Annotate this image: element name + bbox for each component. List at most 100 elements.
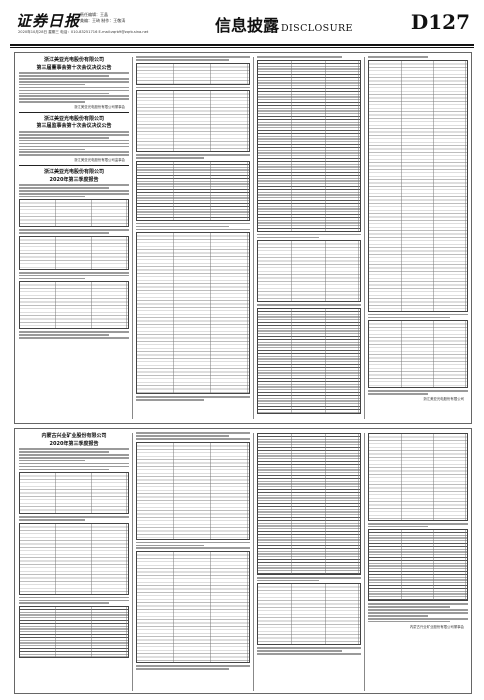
text-line: [19, 145, 129, 148]
article-footer: 浙江美亚光电股份有限公司监事会: [74, 158, 125, 163]
top-announcement-block: 浙江美亚光电股份有限公司 第三届董事会第十次会议决议公告 浙江美亚光电股份有限公…: [14, 52, 472, 424]
column-divider: [253, 57, 254, 419]
text-line: [19, 187, 110, 189]
text-line: [136, 59, 230, 61]
bottom-announcement-block: 内蒙古兴业矿业股份有限公司 2020年第三季度报告 内蒙古兴业矿业股份有限公司董…: [14, 428, 472, 694]
text-line: [19, 151, 129, 154]
editor-info: 责任编辑：王晶 美编：王琦 制作：王敬涛: [80, 12, 125, 24]
text-line: [368, 617, 468, 620]
data-table: [368, 320, 468, 389]
text-line: [136, 86, 250, 89]
column-divider: [253, 433, 254, 691]
column-3: [257, 431, 361, 691]
text-line: [368, 620, 450, 623]
article-title: 第三届监事会第十次会议决议公告: [36, 123, 112, 130]
text-line: [257, 236, 320, 239]
newspaper-logo: 证券日报: [16, 12, 81, 30]
column-1: 内蒙古兴业矿业股份有限公司 2020年第三季度报告: [19, 431, 129, 691]
article-title: 第三届董事会第十次会议决议公告: [36, 64, 112, 71]
article-separator: [19, 112, 129, 113]
text-line: [19, 229, 129, 232]
text-line: [19, 148, 85, 151]
data-table: [257, 307, 361, 414]
text-line: [19, 454, 129, 456]
text-line: [19, 80, 129, 83]
text-line: [136, 157, 205, 159]
text-line: [19, 468, 110, 471]
text-line: [19, 337, 129, 339]
text-line: [19, 134, 129, 136]
section-title: 信息披露 DISCLOSURE: [215, 12, 353, 36]
column-4: 内蒙古兴业矿业股份有限公司董事会: [368, 431, 468, 691]
text-line: [19, 75, 110, 77]
text-line: [19, 465, 129, 468]
text-line: [368, 393, 428, 395]
text-line: [19, 142, 129, 145]
text-line: [19, 154, 129, 156]
text-line: [19, 277, 85, 280]
page-number: D127: [410, 10, 470, 34]
text-line: [368, 313, 468, 316]
text-line: [19, 331, 129, 333]
article-title: 2020年第三季度报告: [49, 176, 99, 183]
text-line: [19, 602, 110, 604]
data-table: [19, 605, 129, 658]
article-company: 浙江美亚光电股份有限公司: [43, 169, 104, 175]
text-line: [257, 650, 343, 652]
text-line: [257, 56, 343, 58]
text-line: [19, 516, 129, 518]
data-table: [136, 551, 250, 664]
text-line: [19, 72, 129, 74]
text-line: [136, 438, 250, 440]
text-line: [19, 95, 129, 98]
column-2: [136, 431, 250, 691]
text-line: [19, 92, 110, 95]
text-line: [19, 190, 129, 192]
data-table: [19, 199, 129, 228]
text-line: [19, 451, 110, 453]
section-title-en: DISCLOSURE: [281, 23, 353, 34]
data-table: [368, 529, 468, 602]
text-line: [136, 56, 250, 58]
column-3: [257, 55, 361, 421]
text-line: [368, 525, 428, 528]
text-line: [136, 396, 250, 398]
data-table: [19, 522, 129, 595]
date-contact-line: 2020年10月28日 星期三 电话：010-83251716 E-mail:z…: [18, 30, 149, 34]
article-company: 浙江美亚光电股份有限公司: [43, 57, 104, 63]
text-line: [368, 612, 468, 614]
text-line: [19, 448, 129, 450]
text-line: [136, 225, 230, 228]
text-line: [136, 432, 250, 434]
column-divider: [364, 57, 365, 419]
text-line: [257, 653, 361, 655]
data-table: [368, 433, 468, 521]
column-divider: [132, 433, 133, 691]
text-line: [19, 596, 129, 599]
text-line: [257, 647, 361, 650]
data-table: [368, 59, 468, 312]
text-line: [19, 86, 129, 89]
designer-line: 美编：王琦 制作：王敬涛: [80, 18, 126, 23]
text-line: [19, 519, 85, 521]
article-company: 浙江美亚光电股份有限公司: [43, 115, 104, 122]
text-line: [19, 136, 110, 139]
text-line: [368, 523, 468, 525]
text-line: [19, 98, 129, 100]
section-title-cn: 信息披露: [215, 16, 280, 35]
text-line: [136, 435, 230, 437]
text-line: [136, 547, 250, 550]
text-line: [368, 56, 428, 58]
text-line: [19, 462, 129, 465]
text-line: [19, 271, 129, 274]
data-table: [257, 583, 361, 646]
data-table: [136, 90, 250, 153]
article-footer: 内蒙古兴业矿业股份有限公司董事会: [409, 624, 464, 629]
article-title: 2020年第三季度报告: [49, 440, 99, 447]
data-table: [19, 235, 129, 270]
text-line: [136, 399, 205, 401]
data-table: [136, 232, 250, 395]
text-line: [19, 78, 129, 80]
editor-line: 责任编辑：王晶: [80, 12, 108, 17]
text-line: [368, 615, 428, 617]
